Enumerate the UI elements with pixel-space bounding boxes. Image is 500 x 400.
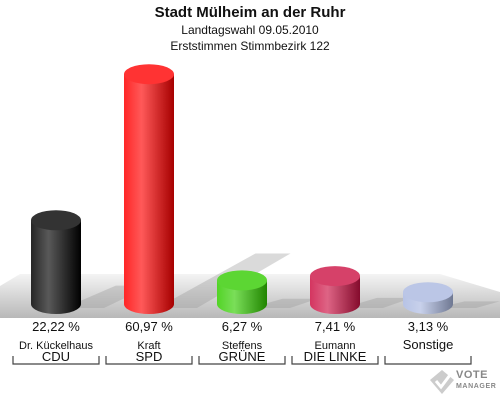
bar-top-4 [403,282,453,303]
bar-top-3 [310,266,360,287]
bar-shadow-3 [343,297,412,308]
logo-line-2: MANAGER [456,383,497,390]
candidate-label-1: Kraft [137,340,160,352]
bar-1 [124,74,174,314]
chart-title: Stadt Mülheim an der Ruhr [154,4,346,21]
candidate-label-2: Steffens [222,340,263,352]
bar-0 [31,220,81,314]
bar-shadow-2 [250,298,318,308]
category-label-1: SPD [136,349,163,364]
chart-subtitle-2: Erststimmen Stimmbezirk 122 [170,39,330,53]
category-label-0: CDU [42,349,70,364]
label-bracket-4 [384,356,472,365]
label-bracket-0 [12,356,100,365]
category-label-4: Sonstige [403,337,454,352]
checkmark-icon [430,370,454,394]
value-label-4: 3,13 % [408,319,449,334]
value-label-2: 6,27 % [222,319,263,334]
label-bracket-3 [291,356,379,365]
logo-line-1: VOTE [456,369,488,381]
value-label-1: 60,97 % [125,319,173,334]
bar-top-2 [217,270,267,291]
label-bracket-1 [105,356,193,365]
category-label-2: GRÜNE [219,349,266,364]
value-label-0: 22,22 % [32,319,80,334]
candidate-label-3: Eumann [315,340,356,352]
vote-manager-logo: VOTE MANAGER [428,366,498,398]
label-bracket-2 [198,356,286,365]
chart-subtitle: Landtagswahl 09.05.2010 [181,23,319,37]
bar-top-1 [124,64,174,85]
bar-top-0 [31,210,81,231]
value-label-3: 7,41 % [315,319,356,334]
candidate-label-0: Dr. Kückelhaus [19,340,93,352]
bar-3 [310,276,360,314]
category-label-3: DIE LINKE [304,349,367,364]
